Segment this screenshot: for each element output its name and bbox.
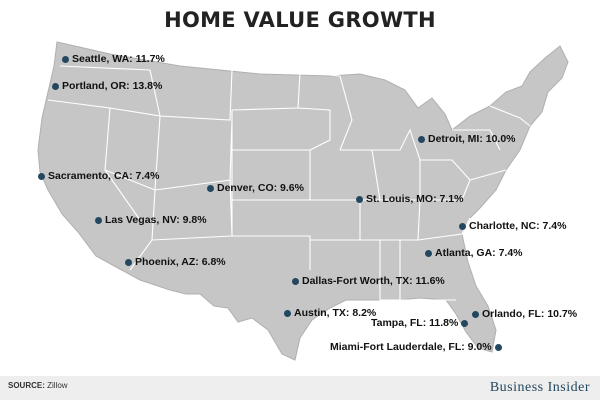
city-marker-tampa: Tampa, FL: 11.8% <box>371 317 469 329</box>
location-dot-icon <box>356 195 363 203</box>
city-marker-miami: Miami-Fort Lauderdale, FL: 9.0% <box>330 341 502 353</box>
city-marker-charlotte: Charlotte, NC: 7.4% <box>459 220 566 232</box>
city-label-dallas: Dallas-Fort Worth, TX: 11.6% <box>302 275 445 287</box>
city-label-portland: Portland, OR: 13.8% <box>62 80 163 92</box>
city-label-detroit: Detroit, MI: 10.0% <box>428 133 516 145</box>
city-label-austin: Austin, TX: 8.2% <box>294 307 377 319</box>
location-dot-icon <box>207 184 214 192</box>
location-dot-icon <box>459 222 466 230</box>
city-marker-st-louis: St. Louis, MO: 7.1% <box>356 193 463 205</box>
city-marker-las-vegas: Las Vegas, NV: 9.8% <box>95 214 207 226</box>
source-value: Zillow <box>47 381 68 390</box>
location-dot-icon <box>425 249 432 257</box>
location-dot-icon <box>38 172 45 180</box>
city-label-phoenix: Phoenix, AZ: 6.8% <box>135 256 226 268</box>
city-marker-atlanta: Atlanta, GA: 7.4% <box>425 247 523 259</box>
city-marker-detroit: Detroit, MI: 10.0% <box>418 133 516 145</box>
us-landmass <box>37 41 569 361</box>
city-label-charlotte: Charlotte, NC: 7.4% <box>469 220 567 232</box>
location-dot-icon <box>461 319 469 327</box>
location-dot-icon <box>95 216 102 224</box>
city-label-sacramento: Sacramento, CA: 7.4% <box>48 170 160 182</box>
location-dot-icon <box>292 277 299 285</box>
city-marker-seattle: Seattle, WA: 11.7% <box>62 53 165 65</box>
location-dot-icon <box>62 55 69 63</box>
brand-logo: Business Insider <box>489 380 590 395</box>
location-dot-icon <box>125 258 132 266</box>
us-map <box>37 41 569 361</box>
city-label-las-vegas: Las Vegas, NV: 9.8% <box>105 214 207 226</box>
city-label-miami: Miami-Fort Lauderdale, FL: 9.0% <box>330 341 492 353</box>
city-label-seattle: Seattle, WA: 11.7% <box>72 53 165 65</box>
map-title: HOME VALUE GROWTH <box>164 8 436 32</box>
footer-bar: SOURCE: Zillow Business Insider <box>0 376 600 400</box>
location-dot-icon <box>418 135 425 143</box>
city-marker-dallas: Dallas-Fort Worth, TX: 11.6% <box>292 275 445 287</box>
city-marker-austin: Austin, TX: 8.2% <box>284 307 376 319</box>
city-label-orlando: Orlando, FL: 10.7% <box>482 308 578 320</box>
source-label: SOURCE: <box>8 381 45 390</box>
location-dot-icon <box>472 310 479 318</box>
location-dot-icon <box>494 343 502 351</box>
city-marker-sacramento: Sacramento, CA: 7.4% <box>38 170 159 182</box>
state-borders <box>47 65 531 301</box>
city-label-denver: Denver, CO: 9.6% <box>217 182 304 194</box>
city-label-st-louis: St. Louis, MO: 7.1% <box>366 193 464 205</box>
location-dot-icon <box>284 309 291 317</box>
city-marker-denver: Denver, CO: 9.6% <box>207 182 304 194</box>
source-note: SOURCE: Zillow <box>8 381 68 390</box>
city-label-tampa: Tampa, FL: 11.8% <box>371 317 459 329</box>
city-marker-phoenix: Phoenix, AZ: 6.8% <box>125 256 226 268</box>
city-marker-orlando: Orlando, FL: 10.7% <box>472 308 577 320</box>
location-dot-icon <box>52 82 59 90</box>
city-label-atlanta: Atlanta, GA: 7.4% <box>435 247 523 259</box>
city-marker-portland: Portland, OR: 13.8% <box>52 80 162 92</box>
